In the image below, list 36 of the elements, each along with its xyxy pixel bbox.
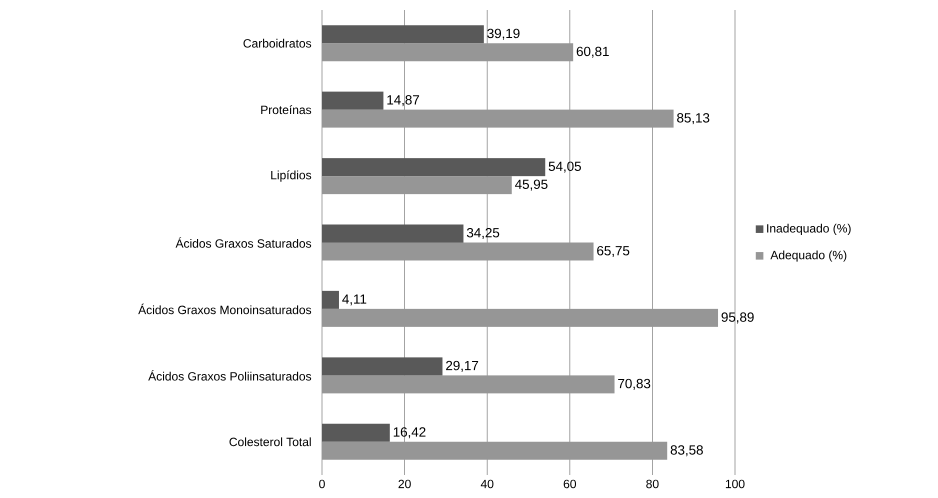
y-tick-label: Ácidos Graxos Saturados bbox=[176, 237, 312, 248]
data-label: 45,95 bbox=[515, 180, 548, 191]
bar bbox=[322, 92, 384, 110]
data-label: 16,42 bbox=[394, 427, 426, 438]
legend-label: Adequado (%) bbox=[770, 250, 846, 262]
y-tick-label: Proteínas bbox=[261, 105, 312, 114]
data-label: 39,19 bbox=[487, 28, 520, 40]
data-label: 83,58 bbox=[670, 445, 703, 456]
x-tick-label: 60 bbox=[564, 480, 576, 488]
legend-label: Inadequado (%) bbox=[767, 224, 851, 235]
data-label: 34,25 bbox=[466, 228, 500, 240]
y-tick-label: Ácidos Graxos Poliinsaturados bbox=[148, 370, 312, 381]
bar bbox=[322, 290, 339, 309]
x-tick-label: 100 bbox=[726, 480, 745, 488]
data-label: 65,75 bbox=[597, 246, 630, 258]
y-tick-label: Colesterol Total bbox=[230, 437, 311, 446]
bar bbox=[322, 424, 390, 442]
data-label: 85,13 bbox=[677, 113, 710, 124]
x-tick-label: 80 bbox=[646, 480, 659, 488]
x-tick-label: 0 bbox=[319, 480, 325, 488]
data-label: 29,17 bbox=[446, 360, 478, 372]
x-tick-label: 20 bbox=[398, 480, 411, 488]
data-label: 54,05 bbox=[548, 162, 581, 173]
data-label: 14,87 bbox=[387, 95, 420, 106]
bar bbox=[322, 158, 546, 176]
bar bbox=[322, 357, 442, 376]
y-tick-label: Lipídios bbox=[271, 170, 312, 182]
x-tick-label: 40 bbox=[480, 480, 494, 488]
y-tick-label: Ácidos Graxos Monoinsaturados bbox=[138, 304, 312, 314]
data-label: 95,89 bbox=[722, 312, 754, 324]
y-tick-label: Carboidratos bbox=[244, 38, 312, 48]
data-label: 70,83 bbox=[618, 378, 650, 390]
data-label: 60,81 bbox=[576, 46, 609, 58]
bar bbox=[322, 224, 464, 242]
data-label: 4,11 bbox=[342, 294, 366, 306]
bar bbox=[322, 25, 484, 44]
